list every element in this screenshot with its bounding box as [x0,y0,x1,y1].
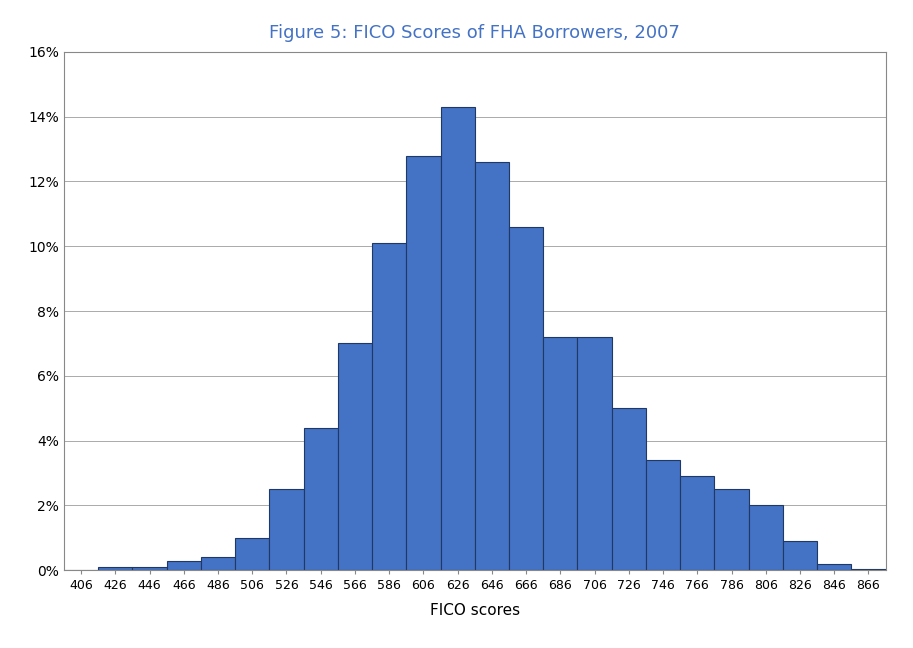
Bar [98,567,132,570]
Title: Figure 5: FICO Scores of FHA Borrowers, 2007: Figure 5: FICO Scores of FHA Borrowers, … [269,24,680,42]
Bar [749,505,782,570]
Bar [440,107,475,570]
Bar [235,538,269,570]
Bar [132,567,166,570]
Bar [303,428,338,570]
Bar [406,156,440,570]
Bar [782,541,817,570]
Bar [817,564,851,570]
Bar [166,561,201,570]
Bar [645,460,680,570]
X-axis label: FICO scores: FICO scores [430,603,519,618]
Bar [714,489,749,570]
Bar [577,337,612,570]
Bar [201,557,235,570]
Bar [680,476,714,570]
Bar [509,227,543,570]
Bar [372,243,406,570]
Bar [612,408,645,570]
Bar [475,162,509,570]
Bar [269,489,303,570]
Bar [338,343,372,570]
Bar [543,337,577,570]
